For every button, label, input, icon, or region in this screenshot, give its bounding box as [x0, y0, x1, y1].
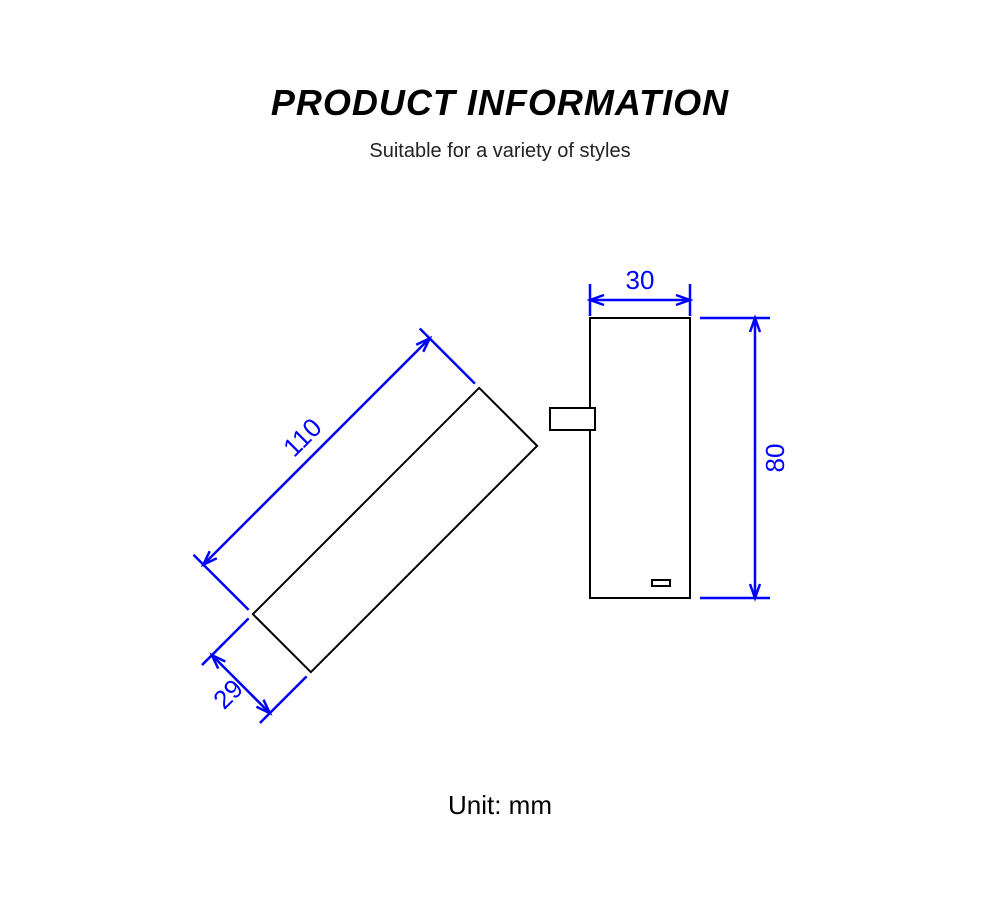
svg-text:80: 80 [760, 444, 790, 473]
dimension-diagram: 110 29 30 80 [0, 0, 1000, 918]
svg-text:30: 30 [626, 265, 655, 295]
svg-text:110: 110 [277, 412, 328, 463]
unit-label: Unit: mm [0, 790, 1000, 821]
svg-text:29: 29 [207, 673, 249, 715]
